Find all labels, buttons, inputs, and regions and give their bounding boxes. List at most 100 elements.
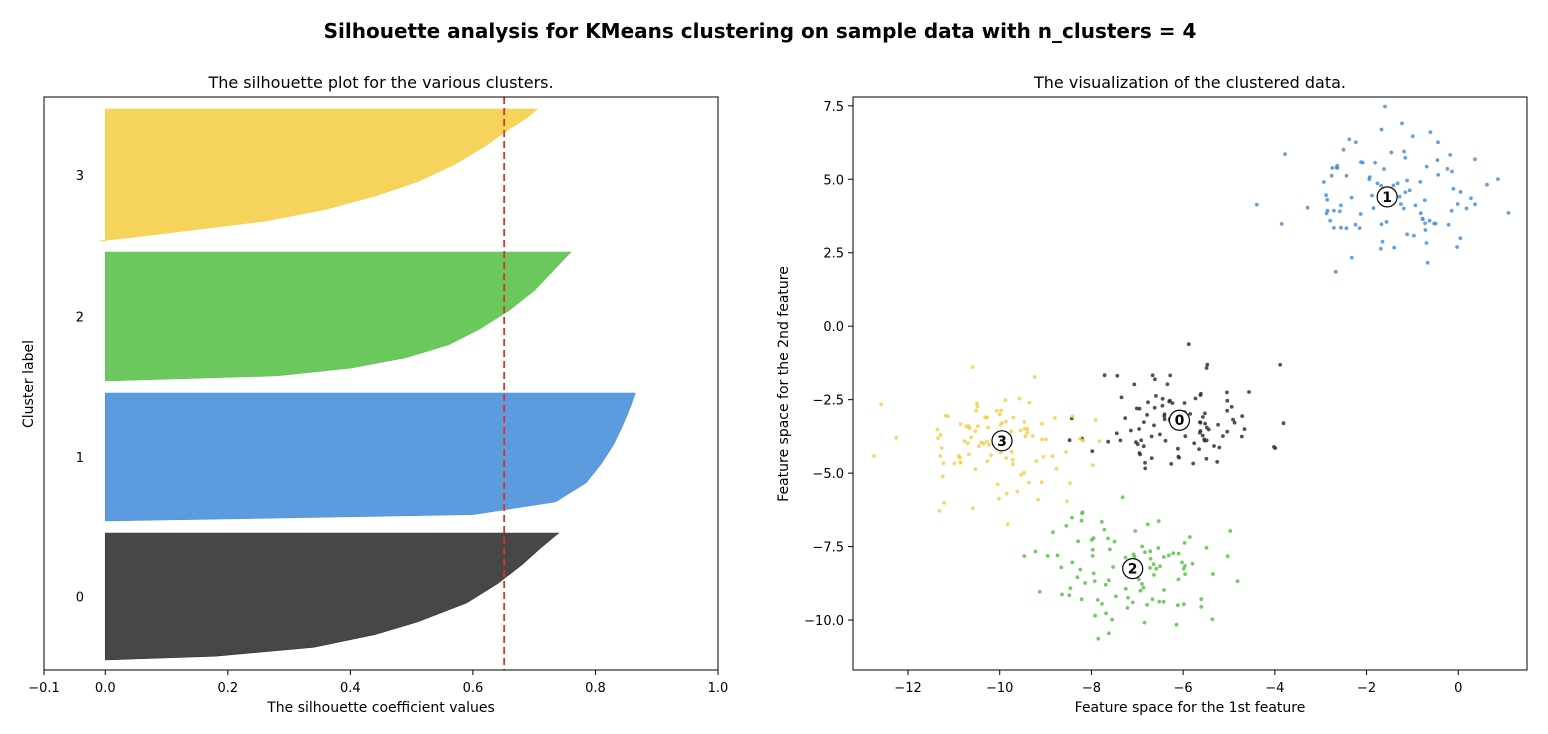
- scatter-point-cluster-2: [1103, 582, 1108, 587]
- scatter-point-cluster-1: [1375, 181, 1380, 186]
- cluster-label-1: 1: [76, 451, 84, 466]
- scatter-point-cluster-3: [1004, 491, 1009, 496]
- scatter-point-cluster-0: [1198, 429, 1203, 433]
- scatter-point-cluster-3: [1019, 472, 1024, 477]
- scatter-point-cluster-0: [1115, 373, 1120, 378]
- scatter-point-cluster-1: [1405, 232, 1409, 237]
- scatter-point-cluster-0: [1225, 408, 1230, 413]
- scatter-point-cluster-2: [1148, 549, 1153, 554]
- silhouette-band-cluster-0: [104, 532, 560, 661]
- scatter-point-cluster-2: [1162, 588, 1166, 592]
- scatter-point-cluster-2: [1045, 554, 1050, 558]
- scatter-point-cluster-2: [1092, 579, 1097, 583]
- scatter-point-cluster-3: [989, 453, 993, 458]
- scatter-x-axis-label: Feature space for the 1st feature: [1075, 700, 1306, 716]
- silhouette-cluster-labels: 0 1 2 3: [76, 169, 84, 606]
- scatter-point-cluster-3: [1023, 426, 1027, 431]
- scatter-point-cluster-3: [1054, 466, 1059, 471]
- x-tick-label: −10: [986, 681, 1013, 696]
- scatter-point-cluster-2: [1070, 560, 1075, 565]
- scatter-point-cluster-2: [1204, 545, 1209, 550]
- scatter-point-cluster-0: [1216, 422, 1220, 427]
- scatter-point-cluster-0: [1183, 434, 1188, 439]
- scatter-point-cluster-2: [1211, 572, 1215, 576]
- cluster-label-2: 2: [76, 311, 84, 326]
- scatter-point-cluster-0: [1221, 434, 1225, 438]
- scatter-point-cluster-0: [1102, 373, 1107, 378]
- scatter-point-cluster-0: [1145, 413, 1149, 417]
- scatter-point-cluster-1: [1410, 134, 1415, 139]
- scatter-point-cluster-2: [1182, 541, 1187, 545]
- scatter-point-cluster-0: [1167, 399, 1172, 404]
- scatter-point-cluster-2: [1075, 575, 1080, 580]
- scatter-point-cluster-1: [1399, 202, 1403, 207]
- scatter-point-cluster-1: [1322, 180, 1326, 184]
- scatter-point-cluster-1: [1325, 197, 1330, 202]
- scatter-point-cluster-1: [1370, 193, 1374, 198]
- scatter-point-cluster-2: [1181, 602, 1186, 607]
- scatter-point-cluster-3: [1034, 459, 1039, 463]
- scatter-point-cluster-2: [1187, 535, 1192, 539]
- x-tick-label: 0.6: [463, 681, 484, 696]
- scatter-point-cluster-0: [1149, 434, 1154, 439]
- cluster-center-marker-1: [1376, 186, 1398, 208]
- scatter-point-cluster-0: [1278, 362, 1283, 367]
- scatter-point-cluster-3: [1018, 428, 1023, 433]
- scatter-point-cluster-1: [1458, 190, 1463, 194]
- scatter-point-cluster-2: [1067, 593, 1072, 598]
- scatter-point-cluster-2: [1106, 578, 1111, 583]
- scatter-point-cluster-2: [1079, 597, 1084, 602]
- x-tick-label: 0.4: [340, 681, 361, 696]
- x-tick-label: 0: [1454, 681, 1462, 696]
- scatter-point-cluster-1: [1328, 218, 1333, 223]
- scatter-point-cluster-0: [1232, 420, 1237, 425]
- scatter-point-cluster-2: [1091, 571, 1096, 576]
- cluster-label-0: 0: [76, 591, 84, 606]
- cluster-center-label-0: 0: [1175, 413, 1185, 429]
- cluster-center-label-1: 1: [1382, 190, 1392, 206]
- x-tick-label: 0.8: [585, 681, 606, 696]
- scatter-point-cluster-2: [1076, 539, 1080, 544]
- scatter-point-cluster-2: [1068, 586, 1073, 590]
- silhouette-band-cluster-1: [104, 392, 636, 522]
- scatter-point-cluster-2: [1140, 582, 1144, 586]
- scatter-point-cluster-0: [1165, 382, 1170, 387]
- scatter-point-cluster-1: [1403, 190, 1408, 195]
- scatter-point-cluster-1: [1401, 206, 1406, 211]
- scatter-point-cluster-0: [1225, 429, 1230, 434]
- scatter-point-cluster-0: [1137, 451, 1142, 455]
- scatter-point-cluster-1: [1357, 226, 1362, 231]
- scatter-point-cluster-1: [1339, 203, 1343, 208]
- scatter-point-cluster-2: [1102, 527, 1107, 532]
- scatter-point-cluster-2: [1228, 529, 1233, 533]
- silhouette-plot-frame: [43, 96, 719, 671]
- scatter-point-cluster-2: [1161, 599, 1166, 604]
- scatter-point-cluster-2: [1078, 567, 1083, 572]
- cluster-center-label-2: 2: [1128, 562, 1138, 578]
- scatter-point-cluster-1: [1458, 236, 1463, 241]
- scatter-point-cluster-3: [983, 415, 987, 420]
- scatter-point-cluster-1: [1425, 260, 1430, 265]
- scatter-point-cluster-2: [1055, 553, 1060, 558]
- scatter-point-cluster-0: [1242, 427, 1247, 431]
- scatter-point-cluster-0: [1273, 446, 1278, 450]
- scatter-point-cluster-0: [1067, 438, 1072, 443]
- scatter-point-cluster-2: [1156, 546, 1161, 550]
- y-tick-label: 0.0: [823, 320, 844, 335]
- scatter-point-cluster-1: [1335, 163, 1340, 168]
- scatter-point-cluster-3: [997, 412, 1002, 417]
- scatter-point-cluster-2: [1171, 551, 1176, 556]
- scatter-point-cluster-2: [1137, 577, 1141, 582]
- scatter-point-cluster-1: [1380, 239, 1385, 244]
- scatter-point-cluster-1: [1473, 157, 1477, 162]
- scatter-point-cluster-3: [938, 433, 943, 437]
- scatter-point-cluster-2: [1093, 613, 1097, 618]
- scatter-point-cluster-0: [1188, 412, 1193, 416]
- y-tick-label: 5.0: [823, 173, 844, 188]
- scatter-point-cluster-0: [1217, 445, 1222, 450]
- scatter-point-cluster-2: [1157, 599, 1162, 604]
- scatter-point-cluster-1: [1341, 147, 1346, 152]
- scatter-point-cluster-3: [958, 455, 962, 460]
- scatter-point-cluster-3: [1009, 450, 1014, 454]
- scatter-point-cluster-3: [974, 408, 978, 413]
